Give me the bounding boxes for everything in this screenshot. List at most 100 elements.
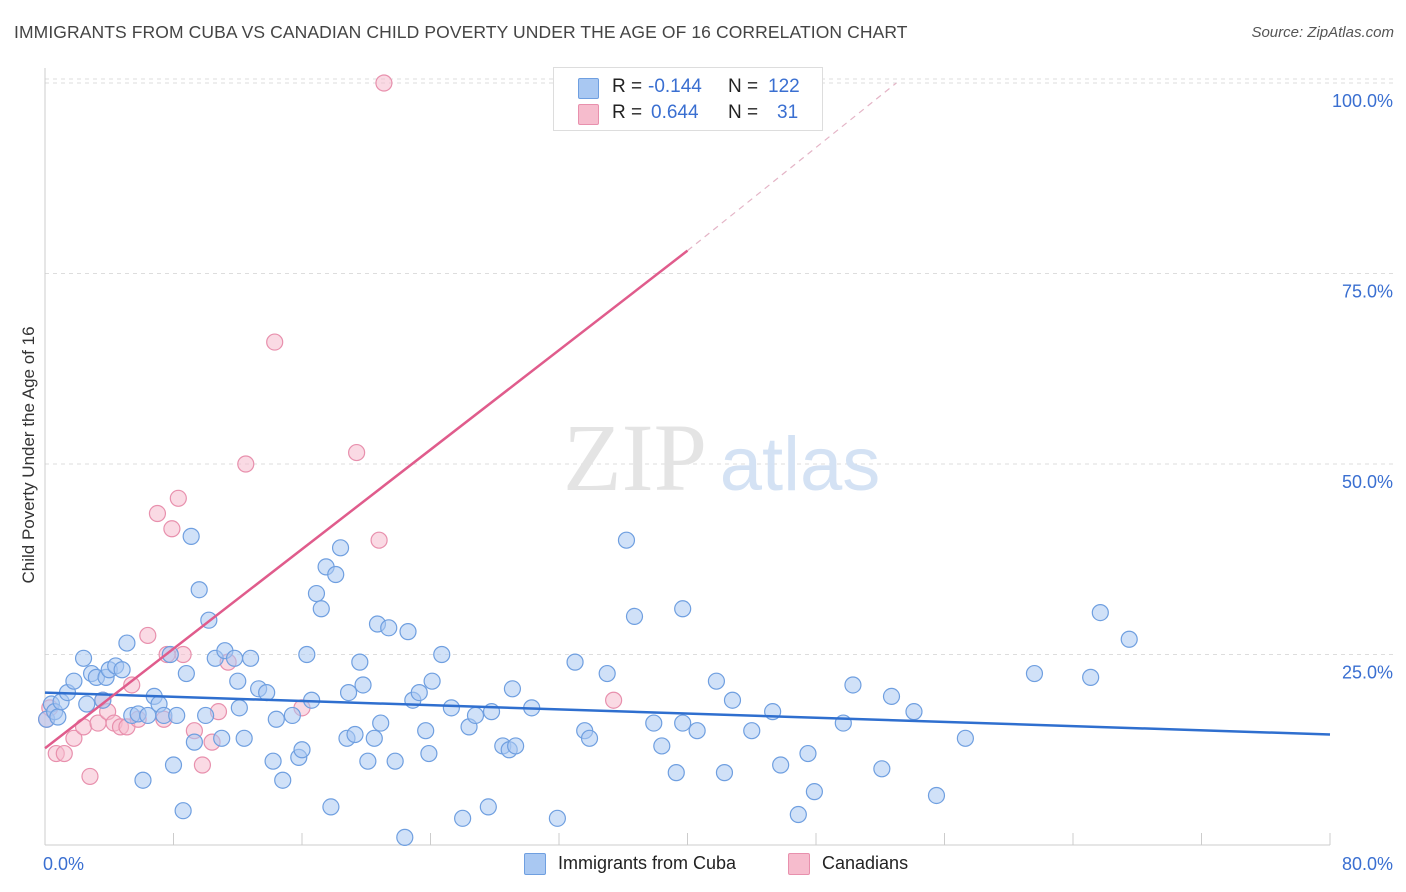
cuba-point	[168, 706, 186, 725]
cuba-point	[331, 539, 350, 557]
legend-swatch-cuba	[578, 78, 599, 99]
cuba-point	[134, 771, 152, 789]
cuba-point	[94, 691, 112, 709]
watermark-zip: ZIP	[563, 404, 707, 511]
cuba-point	[566, 653, 584, 671]
cuba-point	[1091, 603, 1109, 622]
cuba-point	[723, 691, 742, 709]
canadians-point	[148, 504, 167, 523]
canadians-point	[193, 756, 212, 774]
canadians-point	[65, 729, 83, 747]
canadians-point	[348, 443, 366, 462]
cuba-point	[479, 798, 497, 816]
canadians-point	[605, 691, 623, 709]
series-label-cuba: Immigrants from Cuba	[558, 853, 737, 873]
cuba-point	[164, 756, 183, 774]
y-axis-label: Child Poverty Under the Age of 16	[19, 326, 38, 584]
legend-n-label: N =	[728, 76, 759, 97]
cuba-point	[197, 706, 215, 725]
cuba-point	[312, 600, 330, 618]
cuba-point	[1025, 664, 1044, 683]
cuba-point	[410, 683, 428, 702]
cuba-point	[78, 695, 96, 713]
cuba-point	[905, 703, 923, 721]
cuba-point	[548, 809, 566, 827]
canadians-point	[237, 455, 255, 473]
cuba-point	[580, 729, 599, 747]
canadians-point	[266, 333, 284, 351]
legend-r-label: R =	[612, 102, 643, 123]
cuba-point	[185, 733, 203, 751]
cuba-point	[645, 714, 663, 732]
chart-source: Source: ZipAtlas.com	[1251, 24, 1394, 41]
cuba-point	[372, 714, 390, 732]
cuba-point	[707, 672, 726, 690]
cuba-point	[442, 699, 460, 717]
cuba-point	[598, 664, 616, 683]
cuba-point	[956, 729, 974, 747]
cuba-point	[113, 661, 131, 679]
canadians-point	[375, 74, 393, 92]
cuba-point	[174, 802, 192, 820]
cuba-point	[229, 672, 247, 690]
canadians-point	[370, 531, 388, 549]
cuba-point	[625, 607, 644, 626]
canadians-point	[55, 744, 73, 763]
canadians-point	[163, 520, 181, 538]
y-tick-label: 75.0%	[1342, 282, 1393, 302]
cuba-point	[264, 752, 282, 770]
cuba-point	[49, 708, 67, 726]
cuba-point	[399, 623, 417, 641]
cuba-point	[235, 729, 253, 747]
cuba-point	[743, 722, 761, 740]
cuba-point	[674, 600, 692, 618]
cuba-trend-line	[44, 691, 1331, 736]
legend-r-value: 0.644	[651, 102, 699, 123]
cuba-point	[507, 737, 525, 755]
cuba-point	[380, 619, 398, 637]
canadians-point	[169, 489, 187, 507]
y-tick-label: 100.0%	[1332, 91, 1393, 111]
watermark-atlas: atlas	[720, 422, 881, 507]
canadians-point	[123, 676, 141, 694]
cuba-point	[433, 645, 451, 664]
legend-n-value: 31	[777, 102, 799, 123]
cuba-point	[365, 729, 383, 747]
grid-lines	[45, 78, 1393, 655]
cuba-point	[688, 722, 706, 740]
cuba-point	[190, 581, 208, 599]
legend-r-value: -0.144	[648, 76, 702, 97]
cuba-point	[118, 634, 136, 652]
series-swatch-canadians	[788, 853, 810, 875]
cuba-point	[772, 756, 790, 774]
cuba-point	[359, 752, 377, 770]
cuba-point	[873, 760, 891, 778]
cuba-point	[617, 531, 636, 549]
legend-n-label: N =	[728, 102, 759, 123]
cuba-point	[351, 653, 369, 671]
cuba-point	[74, 649, 93, 667]
cuba-point	[213, 729, 231, 747]
cuba-point	[466, 706, 485, 725]
x-tick-label: 0.0%	[43, 854, 84, 874]
cuba-point	[653, 737, 671, 755]
cuba-point	[354, 676, 372, 694]
canadians-points	[38, 74, 623, 786]
cuba-point	[65, 672, 83, 690]
cuba-point	[267, 710, 285, 728]
trend-lines	[44, 82, 1331, 750]
cuba-point	[307, 584, 326, 603]
legend-r-label: R =	[612, 76, 643, 97]
cuba-point	[258, 683, 276, 702]
cuba-point	[293, 741, 311, 759]
cuba-point	[423, 672, 441, 690]
canadians-trend-extension	[687, 82, 897, 252]
cuba-point	[339, 683, 358, 702]
cuba-point	[322, 798, 340, 816]
cuba-point	[789, 805, 807, 824]
cuba-point	[298, 645, 316, 664]
cuba-points	[38, 527, 1138, 846]
correlation-legend: R = -0.144 N = 122 R = 0.644 N = 31	[553, 67, 823, 131]
cuba-point	[396, 828, 414, 846]
